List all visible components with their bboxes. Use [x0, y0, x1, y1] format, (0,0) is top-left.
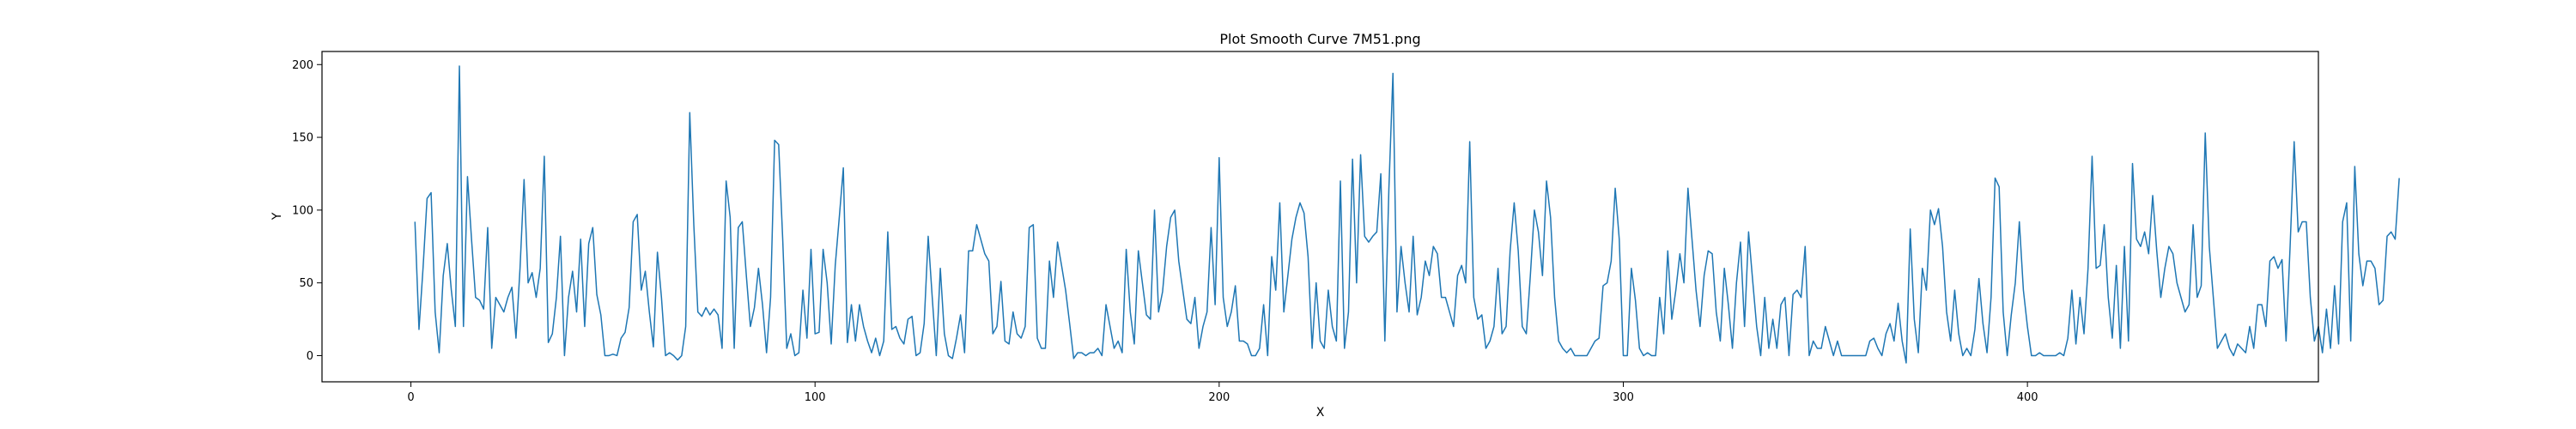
x-tick-label: 400 [2017, 391, 2038, 404]
series-line [414, 65, 2400, 364]
y-axis-label: Y [270, 212, 284, 221]
x-axis: 0 100 200 300 400 [407, 382, 2038, 404]
y-axis: 0 50 100 150 200 [292, 59, 322, 363]
series-layer [414, 65, 2400, 364]
x-axis-label: X [1316, 406, 1325, 420]
x-tick-label: 200 [1208, 391, 1230, 404]
plot-frame [321, 51, 2319, 383]
chart-title: Plot Smooth Curve 7M51.png [1219, 31, 1420, 47]
y-tick-label: 0 [307, 350, 313, 363]
x-tick-label: 0 [407, 391, 414, 404]
y-tick-label: 150 [292, 132, 313, 145]
x-tick-label: 300 [1613, 391, 1634, 404]
x-tick-label: 100 [805, 391, 826, 404]
y-tick-label: 200 [292, 59, 313, 72]
y-tick-label: 100 [292, 204, 313, 217]
y-tick-label: 50 [299, 277, 313, 290]
